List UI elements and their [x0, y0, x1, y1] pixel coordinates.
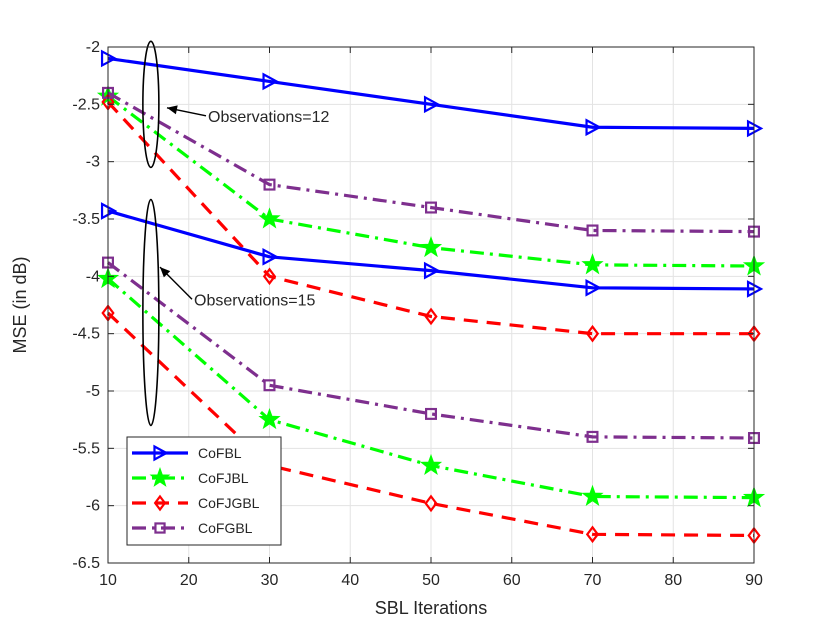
data-point-diamond [262, 267, 277, 286]
x-tick-label: 20 [180, 572, 198, 589]
series-line [107, 209, 755, 291]
data-point-triangle-right [746, 119, 764, 138]
y-tick-label: -5 [86, 383, 100, 400]
data-point-star [258, 207, 281, 229]
y-axis-label: MSE (in dB) [10, 256, 30, 353]
series-line [107, 95, 755, 268]
data-point-diamond [424, 307, 438, 326]
y-tick-label: -3.5 [72, 211, 100, 228]
data-point-diamond [424, 494, 438, 513]
x-tick-label: 50 [422, 572, 440, 589]
x-tick-label: 80 [664, 572, 682, 589]
x-tick-label: 10 [99, 572, 117, 589]
data-point-star [581, 484, 604, 506]
legend-label: CoFJGBL [198, 495, 260, 511]
axis-ticks: 10 20 30 40 50 60 70 80 90 -2 -2.5 -3 -3.5 -4 -4.5 -5 -5… [72, 39, 763, 589]
data-point-square [263, 379, 276, 392]
y-tick-label: -2 [86, 39, 100, 56]
data-point-square [425, 407, 438, 420]
data-point-triangle-right [423, 261, 441, 280]
y-tick-label: -6 [86, 498, 100, 515]
annotation-arrow-head-icon [160, 267, 171, 278]
y-tick-label: -3 [86, 154, 100, 171]
annotation-arrow-head-icon [167, 105, 178, 115]
series-cofbl-obs15 [100, 202, 764, 298]
data-point-diamond [153, 494, 167, 512]
x-tick-label: 40 [341, 572, 359, 589]
series-line [107, 56, 755, 131]
data-point-star [258, 407, 281, 430]
series-line [107, 91, 755, 234]
y-tick-label: -4.5 [72, 326, 100, 343]
annotation-ellipse [142, 40, 160, 169]
data-point-square [586, 224, 599, 237]
data-point-star [419, 453, 443, 475]
y-tick-label: -5.5 [72, 440, 100, 457]
data-point-diamond [585, 525, 600, 544]
x-tick-label: 70 [584, 572, 602, 589]
annotation-observations-15: Observations=15 [194, 292, 316, 309]
data-point-triangle-right [423, 95, 441, 114]
series-line [106, 100, 754, 336]
x-tick-label: 60 [503, 572, 521, 589]
legend-label: CoFBL [198, 445, 242, 461]
data-point-triangle-right [100, 49, 118, 68]
data-point-square [586, 430, 599, 443]
data-point-square [425, 201, 438, 214]
y-tick-label: -4 [86, 268, 100, 285]
series-line [106, 311, 755, 538]
x-axis-label: SBL Iterations [375, 598, 487, 618]
legend-label: CoFGBL [198, 520, 253, 536]
x-tick-label: 90 [745, 572, 763, 589]
data-point-triangle-right [153, 444, 169, 462]
annotation-observations-12: Observations=12 [208, 109, 330, 126]
series-line [107, 261, 755, 440]
legend: CoFBL CoFJBL CoFJGBL CoFGBL [126, 436, 282, 546]
annotation-ellipse [142, 198, 160, 427]
series-cofbl-obs12 [100, 49, 764, 138]
data-point-triangle-right [746, 280, 764, 298]
data-point-diamond [585, 324, 600, 343]
data-point-square [263, 178, 276, 191]
data-point-triangle-right [262, 72, 279, 91]
data-point-star [149, 467, 171, 487]
legend-label: CoFJBL [198, 470, 249, 486]
data-point-square [154, 522, 166, 534]
data-point-triangle-right [585, 278, 602, 297]
annotation-layer: Observations=12 Observations=15 [142, 40, 330, 427]
data-point-star [419, 235, 443, 258]
x-tick-label: 30 [261, 572, 279, 589]
data-point-triangle-right [585, 118, 602, 137]
data-point-triangle-right [100, 202, 118, 220]
y-tick-label: -2.5 [72, 96, 100, 113]
y-tick-label: -6.5 [72, 555, 100, 572]
data-point-triangle-right [262, 247, 279, 266]
data-point-star [581, 253, 604, 275]
